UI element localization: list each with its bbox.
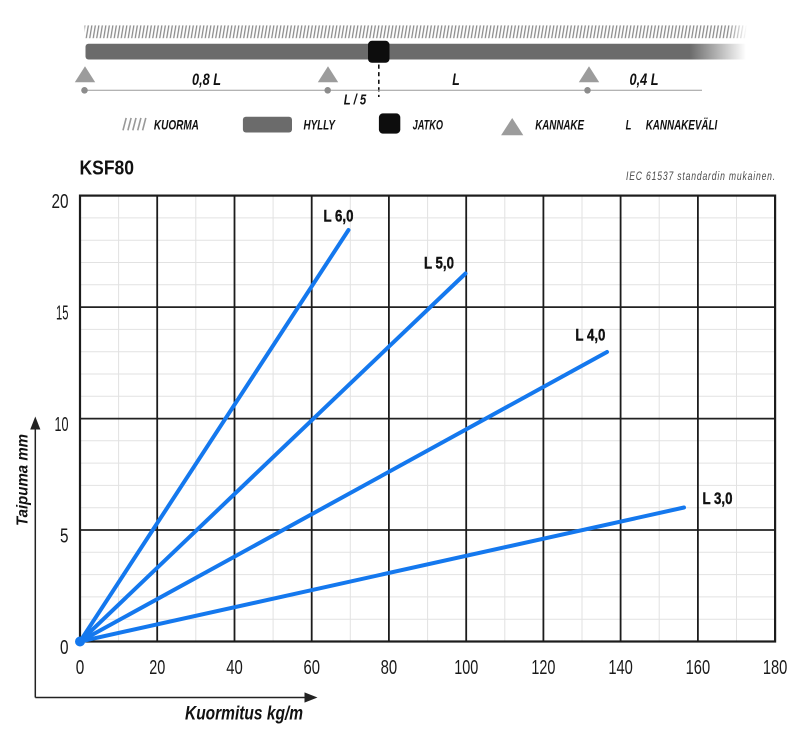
svg-text:100: 100 (454, 657, 478, 679)
svg-text:10: 10 (55, 414, 69, 436)
svg-text:40: 40 (226, 657, 243, 679)
svg-text:KUORMA: KUORMA (154, 116, 199, 132)
svg-text:0: 0 (60, 637, 69, 659)
svg-text:IEC 61537 standardin mukainen.: IEC 61537 standardin mukainen. (626, 171, 776, 183)
svg-text:5: 5 (60, 525, 69, 547)
svg-text:0,8 L: 0,8 L (192, 70, 221, 89)
svg-text:Taipuma mm: Taipuma mm (15, 434, 32, 526)
svg-text:L 6,0: L 6,0 (324, 207, 354, 226)
svg-text:JATKO: JATKO (413, 116, 443, 132)
svg-text:140: 140 (608, 657, 633, 679)
svg-text:L / 5: L / 5 (344, 93, 367, 109)
svg-text:KANNAKE: KANNAKE (535, 116, 584, 132)
svg-text:20: 20 (52, 191, 69, 213)
svg-text:0,4 L: 0,4 L (630, 70, 659, 89)
svg-text:80: 80 (381, 657, 398, 679)
svg-text:Kuormitus kg/m: Kuormitus kg/m (185, 704, 303, 725)
svg-text:0: 0 (76, 657, 85, 679)
svg-text:L 4,0: L 4,0 (575, 325, 605, 344)
svg-text:60: 60 (303, 657, 320, 679)
svg-text:160: 160 (686, 657, 711, 679)
svg-text:L 5,0: L 5,0 (424, 254, 454, 273)
svg-text:L 3,0: L 3,0 (703, 489, 733, 508)
svg-text:KSF80: KSF80 (80, 158, 135, 180)
svg-text:180: 180 (763, 657, 788, 679)
svg-text:L: L (452, 70, 460, 89)
svg-text:L: L (626, 116, 632, 132)
svg-text:120: 120 (531, 657, 555, 679)
svg-text:15: 15 (56, 302, 69, 324)
svg-text:20: 20 (149, 657, 165, 679)
svg-text:KANNAKEVÄLI: KANNAKEVÄLI (646, 116, 718, 132)
svg-text:HYLLY: HYLLY (304, 116, 337, 132)
